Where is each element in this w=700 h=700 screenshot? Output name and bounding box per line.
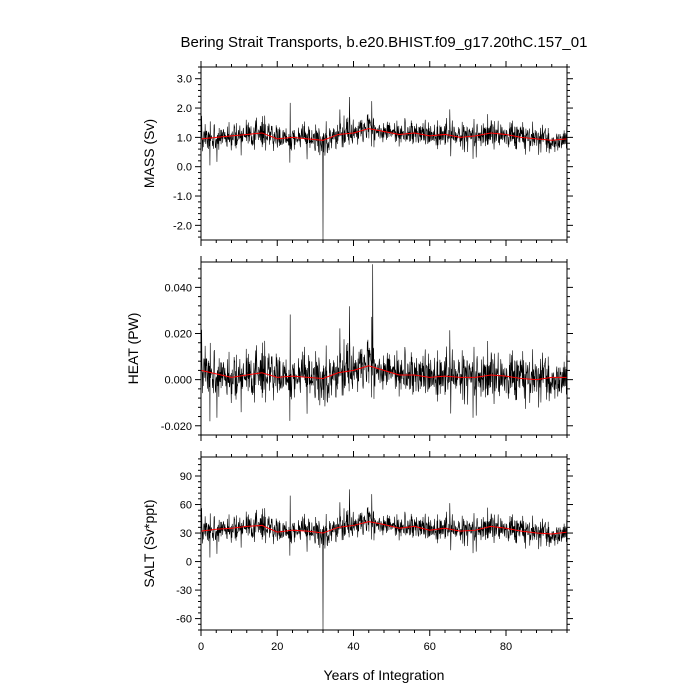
y-tick-label-salt: -30 bbox=[176, 585, 192, 597]
smoothed-series-line-heat bbox=[201, 365, 567, 381]
y-tick-label-heat: 0.020 bbox=[164, 329, 192, 341]
x-tick-labels: 0 20 40 60 80 bbox=[198, 641, 512, 653]
y-tick-label-mass: 0.0 bbox=[177, 162, 192, 174]
y-tick-label-heat: 0.000 bbox=[164, 375, 192, 387]
smoothed-series-line-salt bbox=[201, 521, 567, 535]
raw-series-line-salt bbox=[201, 489, 567, 630]
y-tick-label-mass: 1.0 bbox=[177, 132, 192, 144]
chart-title: Bering Strait Transports, b.e20.BHIST.f0… bbox=[181, 34, 588, 51]
y-tick-label-mass: 2.0 bbox=[177, 103, 192, 115]
y-tick-label-salt: -60 bbox=[176, 614, 192, 626]
y-tick-label-salt: 90 bbox=[180, 471, 192, 483]
x-tick-label: 0 bbox=[198, 641, 204, 653]
raw-series-line-mass bbox=[201, 96, 567, 240]
y-tick-label-mass: 3.0 bbox=[177, 74, 192, 86]
y-tick-label-heat: -0.020 bbox=[161, 421, 192, 433]
plot-frame-heat bbox=[200, 261, 568, 436]
x-axis-label: Years of Integration bbox=[324, 667, 445, 683]
y-tick-label-mass: -1.0 bbox=[173, 191, 192, 203]
y-axis-label-heat: HEAT (PW) bbox=[125, 313, 141, 385]
raw-series-line-heat bbox=[201, 264, 567, 422]
y-tick-label-heat: 0.040 bbox=[164, 282, 192, 294]
panel-heat: 0.040 0.020 0.000 -0.020 HEAT (PW) bbox=[125, 256, 573, 441]
x-tick-label: 80 bbox=[500, 641, 512, 653]
y-axis-label-mass: MASS (Sv) bbox=[141, 119, 157, 188]
x-tick-label: 40 bbox=[347, 641, 359, 653]
y-tick-label-salt: 30 bbox=[180, 528, 192, 540]
x-tick-label: 60 bbox=[424, 641, 436, 653]
y-tick-label-mass: -2.0 bbox=[173, 220, 192, 232]
smoothed-series-line-mass bbox=[201, 128, 567, 141]
plot-frame-mass bbox=[200, 66, 568, 241]
panel-mass: 3.0 2.0 1.0 0.0 -1.0 -2.0 MASS (Sv) bbox=[141, 61, 573, 246]
y-tick-label-salt: 0 bbox=[186, 557, 192, 569]
x-tick-label: 20 bbox=[271, 641, 283, 653]
plot-frame-salt bbox=[200, 456, 568, 631]
y-tick-label-salt: 60 bbox=[180, 500, 192, 512]
y-axis-label-salt: SALT (Sv*ppt) bbox=[141, 499, 157, 587]
panel-salt: 90 60 30 0 -30 -60 SALT (Sv*ppt) bbox=[141, 451, 573, 636]
